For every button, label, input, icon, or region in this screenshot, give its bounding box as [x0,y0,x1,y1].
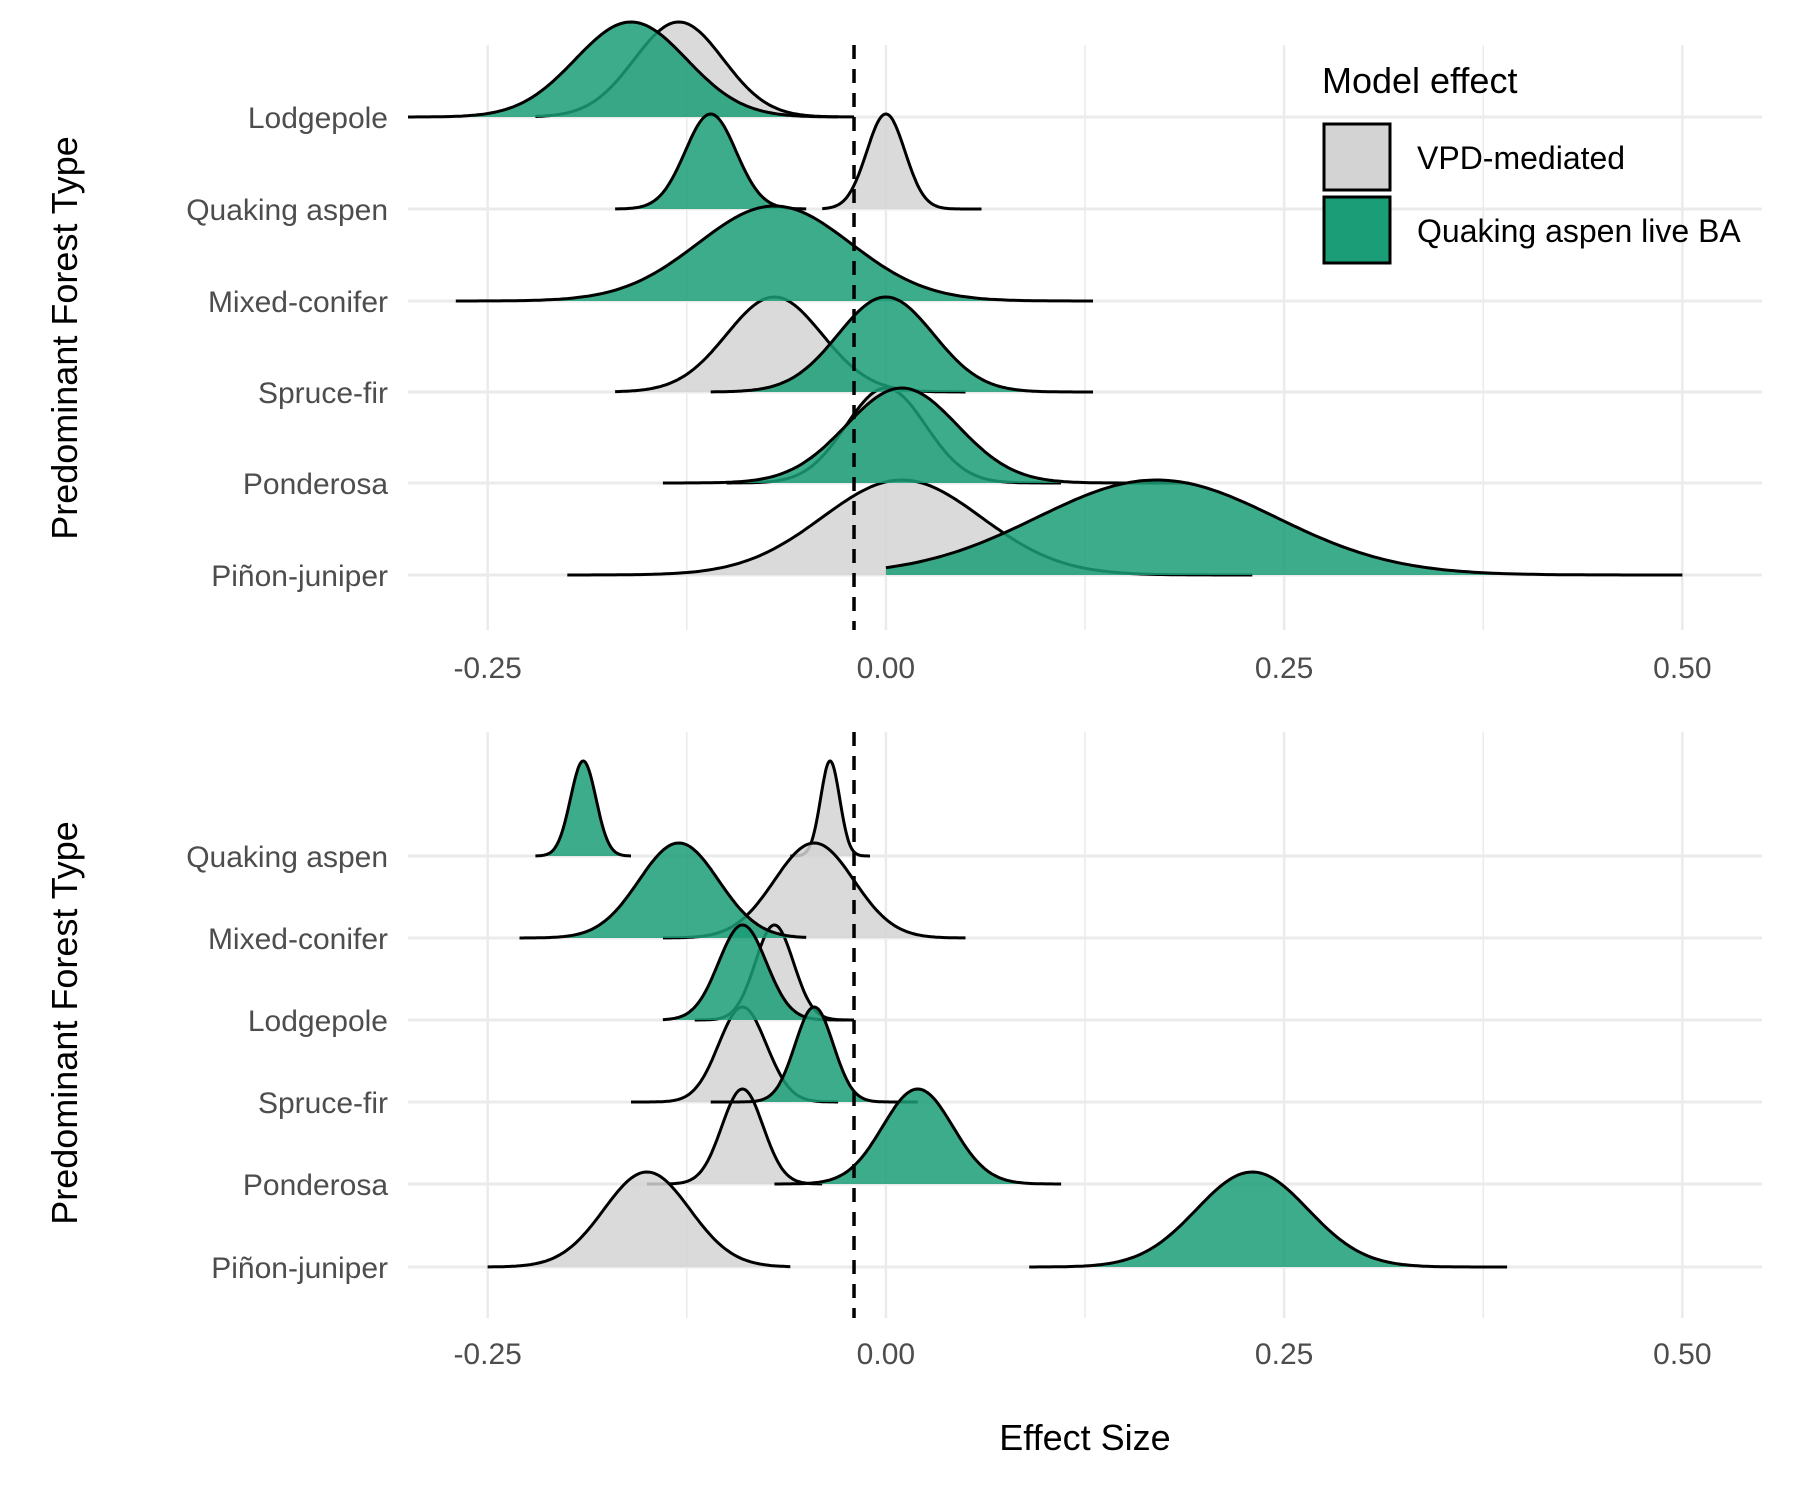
ridge-quaking-aspen-live-ba-quaking-aspen [614,112,807,211]
ridge-fill [408,22,839,117]
ridge-quaking-aspen-live-ba-quaking-aspen [534,759,632,858]
ridge-fill [1029,1172,1508,1267]
legend-swatch-quaking-aspen-live-ba [1322,195,1392,265]
category-label-mixed-conifer: Mixed-conifer [208,923,388,956]
top-panel-x-tick-labels: -0.25 0.00 0.25 0.50 [453,652,1711,685]
x-tick-label: 0.00 [857,652,915,685]
legend: Model effect VPD-mediated Quaking aspen … [1322,60,1741,265]
ridge-outline [487,1170,791,1269]
ridge-quaking-aspen-live-ba-ponderosa [774,1087,1062,1186]
ridge-vpd-mediated-quaking-aspen [789,759,871,858]
ridge-quaking-aspen-live-ba-spruce-fir [710,1005,918,1104]
category-label-ponderosa: Ponderosa [243,468,388,501]
top-panel-category-labels: Lodgepole Quaking aspen Mixed-conifer Spruc… [186,102,388,593]
ridge-fill [822,114,982,209]
ridge-fill [646,1089,823,1184]
ridge-fill [662,843,966,938]
x-tick-label: 0.50 [1653,1338,1711,1371]
ridge-fill [535,761,631,856]
ridge-outline [821,112,982,211]
ridge-fill [615,114,807,209]
category-label-pinon-juniper: Piñon-juniper [211,1252,388,1285]
x-tick-label: 0.00 [857,1338,915,1371]
category-label-lodgepole: Lodgepole [248,1005,388,1038]
bottom-panel: Quaking aspen Mixed-conifer Lodgepole Spruc… [44,732,1762,1371]
category-label-spruce-fir: Spruce-fir [258,377,388,410]
x-tick-label: -0.25 [453,652,521,685]
ridge-quaking-aspen-live-ba-mixed-conifer [455,204,1093,303]
ridge-outline [646,1087,823,1186]
legend-label-quaking-aspen-live-ba: Quaking aspen live BA [1417,213,1741,249]
category-label-mixed-conifer: Mixed-conifer [208,286,388,319]
ridge-outline [534,759,632,858]
ridge-outline [774,1087,1062,1186]
legend-swatch-vpd-mediated [1322,122,1392,192]
x-tick-label: 0.25 [1255,1338,1313,1371]
ridge-fill [487,1172,791,1267]
ridge-quaking-aspen-live-ba-mixed-conifer [519,841,807,940]
ridge-outline [408,20,839,119]
ridge-fill [774,1089,1062,1184]
bottom-panel-category-labels: Quaking aspen Mixed-conifer Lodgepole Spruc… [186,841,388,1285]
category-label-pinon-juniper: Piñon-juniper [211,560,388,593]
category-label-lodgepole: Lodgepole [248,102,388,135]
ridge-fill [567,480,1253,575]
category-label-ponderosa: Ponderosa [243,1169,388,1202]
ridge-quaking-aspen-live-ba-pinon-juniper [1029,1170,1508,1269]
ridge-fill [662,388,1189,483]
category-label-spruce-fir: Spruce-fir [258,1087,388,1120]
ridge-outline [662,386,1189,485]
ridge-quaking-aspen-live-ba-spruce-fir [710,295,1093,394]
ridge-outline [1029,1170,1508,1269]
ridge-outline [710,295,1093,394]
legend-title: Model effect [1322,60,1517,101]
ridge-outline [519,841,807,940]
x-tick-label: 0.25 [1255,652,1313,685]
ridge-fill [519,843,807,938]
category-label-quaking-aspen: Quaking aspen [186,841,388,874]
ridge-fill [885,480,1683,575]
ridge-quaking-aspen-live-ba-pinon-juniper [885,478,1683,577]
top-panel-ridges [408,20,1683,630]
x-axis-title: Effect Size [999,1417,1170,1458]
category-label-quaking-aspen: Quaking aspen [186,194,388,227]
top-panel: Lodgepole Quaking aspen Mixed-conifer Spruc… [44,20,1762,685]
ridge-fill [710,1007,918,1102]
ridge-outline [455,204,1093,303]
ridge-fill [662,925,854,1020]
ridge-fill [615,297,966,392]
ridge-quaking-aspen-live-ba-lodgepole [408,20,839,119]
legend-label-vpd-mediated: VPD-mediated [1417,140,1625,176]
bottom-panel-ridges [487,732,1508,1318]
ridge-outline [885,478,1683,577]
ridge-quaking-aspen-live-ba-ponderosa [662,386,1189,485]
x-tick-label: -0.25 [453,1338,521,1371]
top-panel-y-axis-title: Predominant Forest Type [44,136,85,540]
x-tick-label: 0.50 [1653,652,1711,685]
ridge-outline [710,1005,918,1104]
bottom-panel-x-tick-labels: -0.25 0.00 0.25 0.50 [453,1338,1711,1371]
ridge-vpd-mediated-quaking-aspen [821,112,982,211]
ridge-fill [694,925,854,1020]
ridge-fill [631,1007,839,1102]
ridge-fill [455,206,1093,301]
ridge-fill [790,761,870,856]
ridge-vpd-mediated-ponderosa [646,1087,823,1186]
ridge-vpd-mediated-pinon-juniper [487,1170,791,1269]
bottom-panel-y-axis-title: Predominant Forest Type [44,821,85,1225]
